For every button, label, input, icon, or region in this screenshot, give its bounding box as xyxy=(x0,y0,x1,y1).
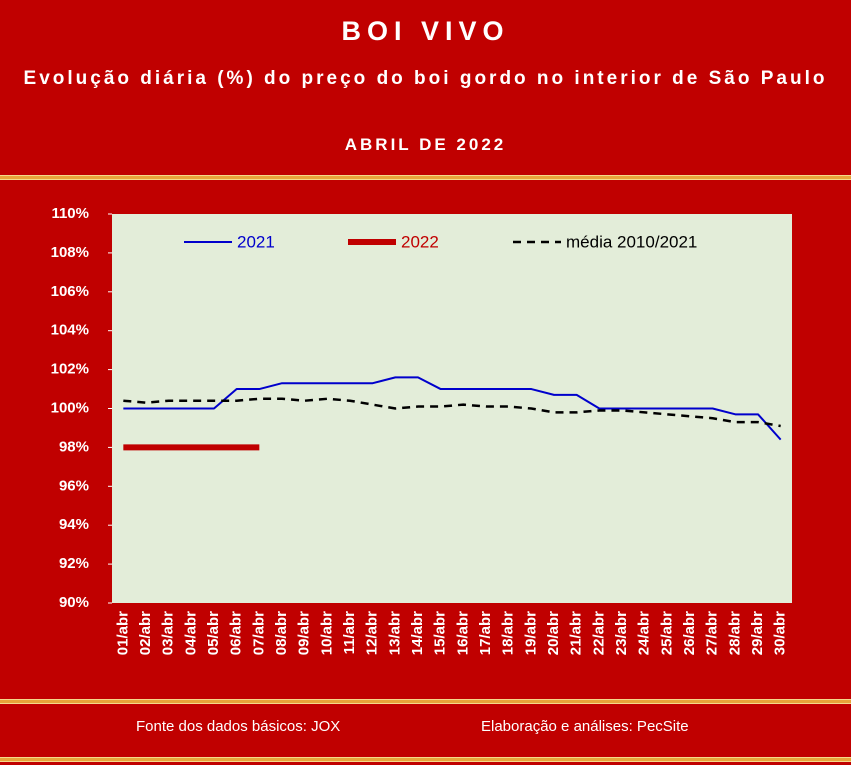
x-tick-label: 20/abr xyxy=(545,611,562,655)
x-tick-label: 30/abr xyxy=(772,611,789,655)
y-tick-label: 108% xyxy=(51,244,89,261)
x-tick-label: 28/abr xyxy=(726,611,743,655)
legend-label: 2021 xyxy=(237,232,275,251)
series-line xyxy=(123,376,782,441)
x-tick-label: 03/abr xyxy=(160,611,177,655)
x-tick-label: 24/abr xyxy=(636,611,653,655)
x-tick-label: 01/abr xyxy=(114,611,131,655)
series-line xyxy=(123,397,781,428)
x-tick-label: 16/abr xyxy=(454,611,471,655)
x-tick-label: 21/abr xyxy=(568,611,585,655)
x-tick-label: 10/abr xyxy=(318,611,335,655)
x-tick-label: 15/abr xyxy=(432,611,449,655)
chart-title: BOI VIVO xyxy=(341,16,510,46)
x-tick-label: 25/abr xyxy=(658,611,675,655)
x-tick-label: 13/abr xyxy=(386,611,403,655)
x-tick-label: 06/abr xyxy=(228,611,245,655)
stripe xyxy=(0,699,851,704)
period: ABRIL DE 2022 xyxy=(344,135,507,154)
y-tick-label: 106% xyxy=(51,283,89,300)
legend-label: média 2010/2021 xyxy=(566,232,697,251)
x-tick-label: 08/abr xyxy=(273,611,290,655)
x-tick-label: 29/abr xyxy=(749,611,766,655)
credit: Elaboração e análises: PecSite xyxy=(481,718,689,735)
y-tick-label: 100% xyxy=(51,399,89,416)
x-tick-label: 07/abr xyxy=(250,611,267,655)
x-tick-label: 09/abr xyxy=(296,611,313,655)
x-tick-label: 02/abr xyxy=(137,611,154,655)
y-tick-label: 90% xyxy=(59,594,89,611)
x-tick-label: 12/abr xyxy=(364,611,381,655)
stripe xyxy=(0,757,851,762)
x-tick-label: 11/abr xyxy=(341,611,358,655)
x-tick-label: 14/abr xyxy=(409,611,426,655)
x-tick-label: 18/abr xyxy=(500,611,517,655)
y-tick-label: 92% xyxy=(59,555,89,572)
x-tick-label: 26/abr xyxy=(681,611,698,655)
x-tick-label: 23/abr xyxy=(613,611,630,655)
y-tick-label: 96% xyxy=(59,477,89,494)
stripe xyxy=(0,175,851,180)
y-tick-label: 110% xyxy=(51,205,89,222)
x-tick-label: 17/abr xyxy=(477,611,494,655)
y-tick-label: 94% xyxy=(59,516,89,533)
x-tick-label: 04/abr xyxy=(182,611,199,655)
x-tick-label: 05/abr xyxy=(205,611,222,655)
x-tick-label: 27/abr xyxy=(704,611,721,655)
y-tick-label: 98% xyxy=(59,438,89,455)
chart-subtitle: Evolução diária (%) do preço do boi gord… xyxy=(23,68,828,89)
source: Fonte dos dados básicos: JOX xyxy=(136,718,341,735)
y-tick-label: 102% xyxy=(51,361,89,378)
y-tick-label: 104% xyxy=(51,322,89,339)
legend-label: 2022 xyxy=(401,232,439,251)
chart: 90% 92% 94% 96% 98% 100% 102% 104% 106% 108% 110% 0… xyxy=(51,205,792,655)
x-tick-label: 22/abr xyxy=(590,611,607,655)
x-tick-label: 19/abr xyxy=(522,611,539,655)
